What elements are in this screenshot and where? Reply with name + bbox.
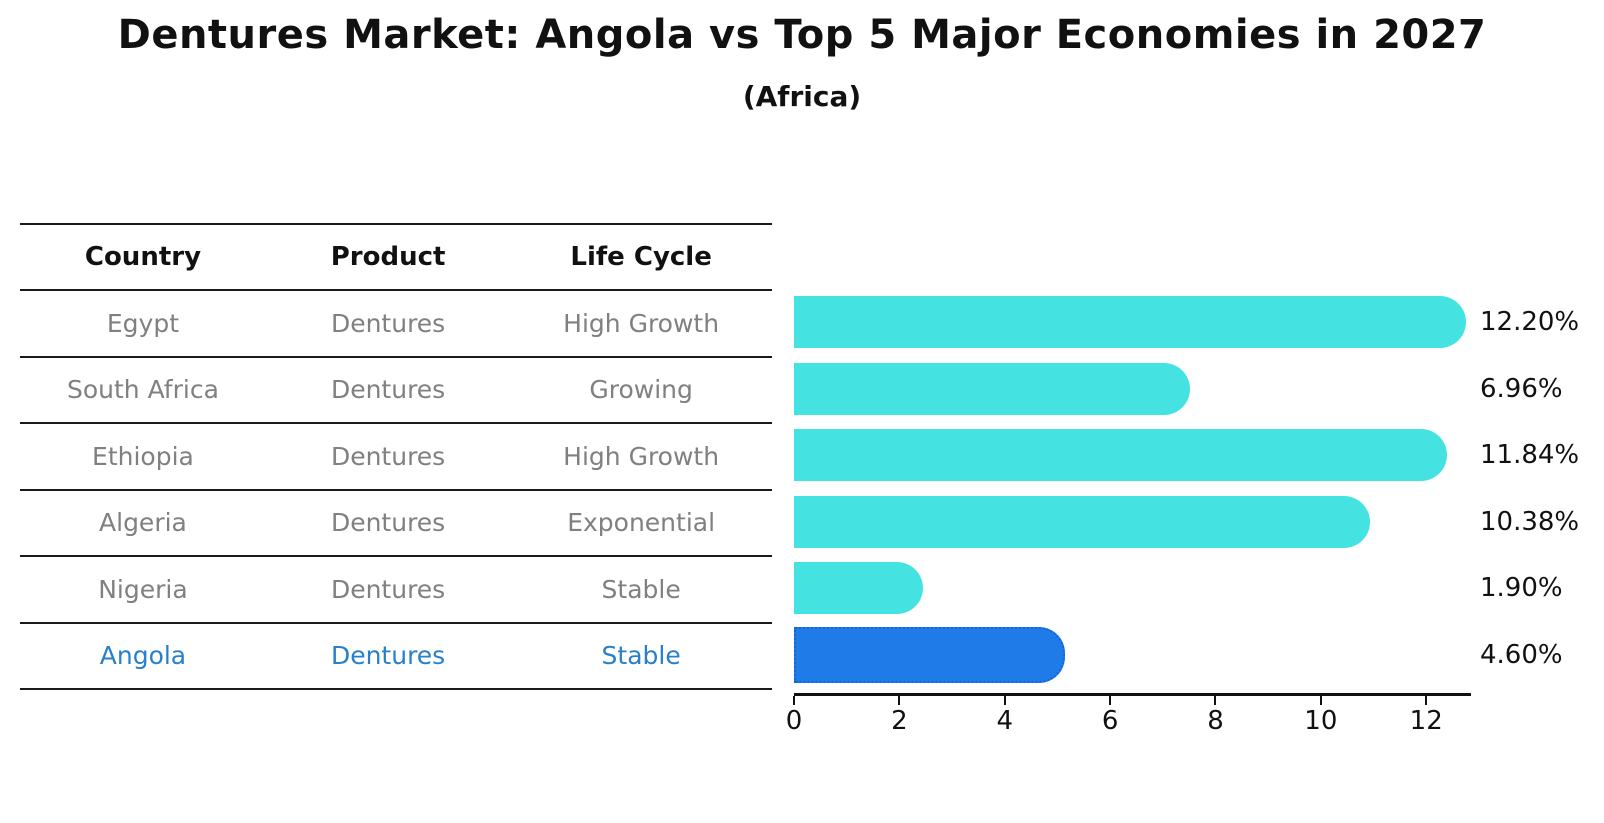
x-tick-mark [1214,696,1217,705]
x-tick-label: 6 [1101,706,1119,736]
x-tick-label: 8 [1207,706,1224,736]
table-row-south-africa: South Africa Dentures Growing [20,358,772,424]
table-header-row: Country Product Life Cycle [20,225,772,291]
bar-value-label: 6.96% [1480,373,1563,404]
bar-value-label: 1.90% [1480,573,1563,604]
x-tick-label: 12 [1409,706,1443,736]
cell-country: South Africa [66,375,219,405]
country-table: Country Product Life Cycle Egypt Denture… [20,223,772,690]
table-row-angola: Angola Dentures Stable [20,624,772,690]
bar-track [794,622,1471,689]
x-tick-label: 2 [891,706,908,736]
x-tick-label: 4 [996,706,1013,736]
x-axis [794,693,1471,696]
cell-country: Egypt [106,308,180,338]
cell-life-cycle: High Growth [563,308,720,338]
cell-product: Dentures [330,641,446,671]
bar-nigeria [794,562,924,614]
cell-product: Dentures [330,375,446,405]
bar-ethiopia [794,429,1447,481]
bar-row-ethiopia: 11.84% [794,422,1604,489]
x-tick-mark [793,696,795,705]
bar-value-label: 12.20% [1480,307,1580,338]
cell-product: Dentures [330,308,446,338]
page-title: Dentures Market: Angola vs Top 5 Major E… [117,12,1487,58]
cell-life-cycle: Stable [601,641,681,671]
table-row-ethiopia: Ethiopia Dentures High Growth [20,424,772,491]
bar-south-africa [794,362,1190,415]
bar-value-label: 11.84% [1480,440,1580,471]
x-tick-mark [1425,696,1428,705]
bar-egypt [794,296,1466,348]
header-country: Country [84,242,202,272]
cell-life-cycle: High Growth [563,441,720,471]
cell-life-cycle: Growing [589,375,693,405]
x-tick-mark [898,696,901,705]
header-product: Product [330,242,446,272]
cell-life-cycle: Stable [601,574,681,604]
bar-value-label: 10.38% [1480,506,1580,537]
bar-track [794,422,1471,489]
header-life-cycle: Life Cycle [570,242,712,272]
bar-row-egypt: 12.20% [794,289,1604,356]
table-row-nigeria: Nigeria Dentures Stable [20,557,772,624]
table-row-egypt: Egypt Dentures High Growth [20,291,772,358]
bar-row-south-africa: 6.96% [794,356,1604,423]
bar-track [794,489,1471,556]
bar-track [794,289,1471,356]
bar-chart-area: 12.20% 6.96% 11.84% 10.38% 1.90% 4.60% [794,289,1604,688]
bar-track [794,555,1471,622]
cell-product: Dentures [330,574,446,604]
x-tick-label: 0 [785,706,803,736]
x-tick-label: 10 [1304,706,1338,736]
cell-product: Dentures [330,508,446,538]
bar-track [794,356,1471,423]
bar-row-angola: 4.60% [794,622,1604,689]
x-tick-mark [1319,696,1322,705]
bar-angola [794,626,1066,683]
bar-algeria [794,495,1370,548]
cell-country: Angola [99,641,187,671]
page-subtitle: (Africa) [742,80,862,113]
cell-country: Nigeria [98,574,188,604]
cell-country: Ethiopia [92,441,194,471]
cell-life-cycle: Exponential [567,508,716,538]
bar-value-label: 4.60% [1480,639,1563,670]
x-tick-mark [1109,696,1112,705]
cell-country: Algeria [99,508,187,538]
bar-row-algeria: 10.38% [794,489,1604,556]
x-tick-mark [1003,696,1006,705]
table-row-algeria: Algeria Dentures Exponential [20,491,772,557]
cell-product: Dentures [330,441,446,471]
bar-row-nigeria: 1.90% [794,555,1604,622]
